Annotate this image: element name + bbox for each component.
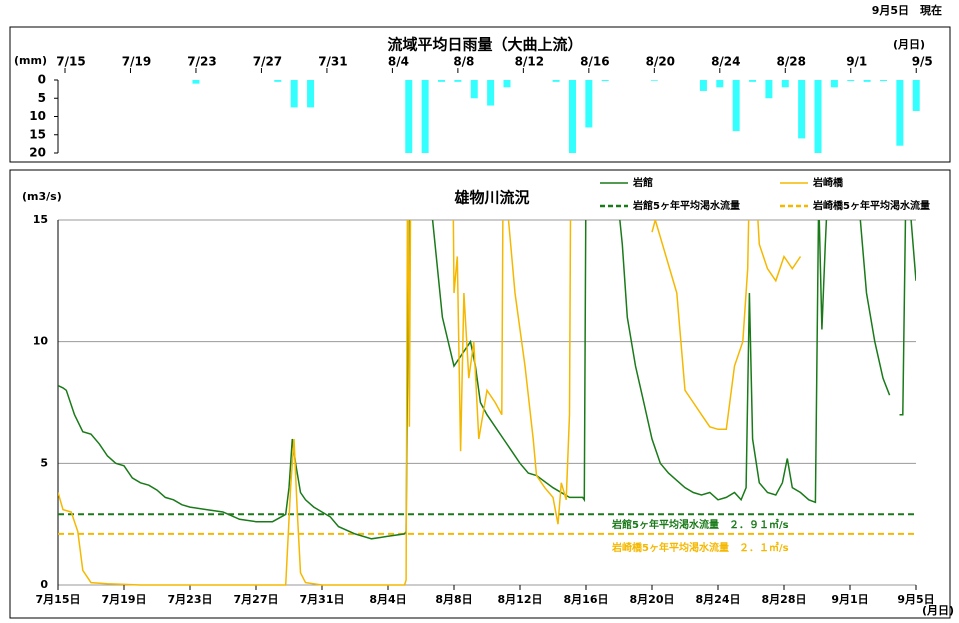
x-tick-label: 8/4 [388,55,409,69]
x-tick-label: 8月4日 [369,593,406,606]
x-tick-label: 7/23 [187,55,216,69]
x-tick-label: 8/24 [711,55,740,69]
bar [552,80,560,82]
bar [781,80,789,88]
x-tick-label: 7/27 [253,55,282,69]
x-tick-label: 8月24日 [696,593,741,606]
x-tick-label: 8月12日 [498,593,543,606]
x-tick-label: 7月19日 [102,593,147,606]
bar [307,80,315,108]
y-tick-label: 5 [38,91,46,105]
bar [912,80,920,112]
bar [421,80,429,153]
y-tick-label: 10 [29,109,46,123]
bar [765,80,773,99]
bar [749,80,757,82]
bar [487,80,495,106]
bar [880,80,887,82]
bar [438,80,446,82]
x-tick-label: 8/12 [515,55,544,69]
bar [716,80,724,88]
x-tick-label: 8/20 [646,55,675,69]
bar [454,80,462,82]
legend-label: 岩館 [632,176,653,189]
bar [830,80,838,88]
x-tick-label: 7/31 [318,55,347,69]
x-tick-label: 9/1 [846,55,867,69]
x-tick-label: 7月31日 [300,593,345,606]
y-tick-label: 0 [40,578,48,591]
bar [896,80,904,146]
legend-label: 岩崎橋 [812,176,844,189]
bar [405,80,413,153]
x-tick-label: 7/19 [122,55,151,69]
flow-panel [9,169,951,619]
reference-label: 岩崎橋5ヶ年平均渇水流量 ２．１㎥/s [611,541,789,554]
bar [470,80,478,99]
rain-x-unit: (月日) [893,38,925,51]
flow-y-label: (m3/s) [22,190,62,203]
rain-title: 流域平均日雨量（大曲上流） [387,36,582,54]
x-tick-label: 7月15日 [36,593,81,606]
x-tick-label: 8月16日 [564,593,609,606]
bar [192,80,200,84]
legend-label: 岩館5ヶ年平均渇水流量 [632,199,740,212]
y-tick-label: 15 [33,213,48,226]
x-tick-label: 9月5日 [897,593,934,606]
y-tick-label: 20 [29,146,46,160]
x-tick-label: 8月8日 [435,593,472,606]
bar [290,80,298,108]
bar [699,80,707,91]
header-date: 9月5日 現在 [872,3,942,17]
x-tick-label: 8/16 [580,55,609,69]
x-tick-label: 7月27日 [234,593,279,606]
series-line [58,220,916,540]
y-tick-label: 15 [29,127,46,141]
x-tick-label: 8/28 [777,55,806,69]
y-tick-label: 10 [33,335,49,348]
x-tick-label: 8月28日 [762,593,807,606]
x-tick-label: 8/8 [453,55,474,69]
bar [650,80,658,81]
x-tick-label: 7/15 [56,55,85,69]
reference-label: 岩館5ヶ年平均渇水流量 ２．９１㎥/s [611,518,789,531]
x-tick-label: 7月23日 [168,593,213,606]
x-tick-label: 9/5 [912,55,933,69]
bar [814,80,822,153]
bar [863,80,871,82]
flow-x-unit: (月日) [922,604,954,617]
rain-panel [9,26,951,163]
y-tick-label: 0 [38,73,46,87]
x-tick-label: 9月1日 [831,593,868,606]
series-line [58,220,802,586]
bar [798,80,806,139]
bar [503,80,511,88]
bar [847,80,855,82]
legend-label: 岩崎橋5ヶ年平均渇水流量 [812,199,930,212]
x-tick-label: 8月20日 [630,593,675,606]
y-tick-label: 5 [40,456,48,469]
bar [585,80,593,128]
bar [732,80,740,132]
bar [601,80,609,82]
plot-area [58,220,916,586]
rain-y-label: (mm) [14,54,47,67]
flow-title: 雄物川流況 [453,189,529,207]
bar [568,80,576,153]
bar [274,80,282,82]
